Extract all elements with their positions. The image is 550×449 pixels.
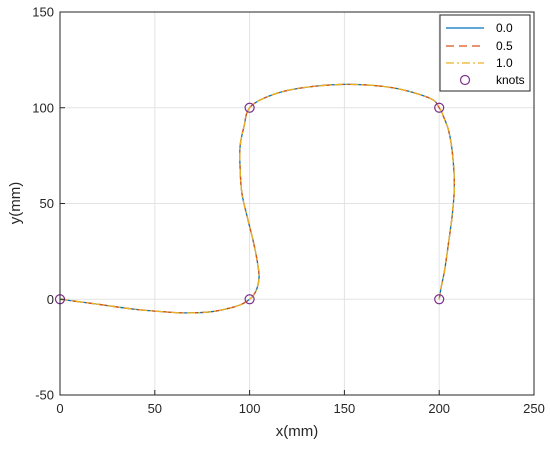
y-tick-label: 150 bbox=[32, 5, 54, 20]
x-tick-label: 150 bbox=[334, 401, 356, 416]
x-tick-label: 250 bbox=[523, 401, 545, 416]
series-line-3 bbox=[59, 83, 456, 314]
y-tick-label: -50 bbox=[35, 388, 54, 403]
legend-label-series-1: 0.0 bbox=[496, 21, 513, 35]
x-axis-label: x(mm) bbox=[276, 423, 318, 440]
series-lines bbox=[59, 83, 456, 314]
x-tick-label: 0 bbox=[56, 401, 63, 416]
legend-label-series-2: 0.5 bbox=[496, 39, 513, 53]
knot-marker bbox=[434, 294, 445, 305]
legend-swatch-knots bbox=[459, 74, 471, 86]
x-tick-label: 100 bbox=[239, 401, 261, 416]
knot-marker bbox=[434, 102, 445, 113]
y-tick-label: 100 bbox=[32, 100, 54, 115]
legend: 0.0 0.5 1.0 knots bbox=[439, 14, 531, 92]
x-axis-ticks: 0 50 100 150 200 250 bbox=[56, 390, 545, 416]
y-axis-ticks: -50 0 50 100 150 bbox=[32, 5, 65, 403]
knot-marker bbox=[244, 102, 255, 113]
knot-marker bbox=[244, 294, 255, 305]
legend-label-series-3: 1.0 bbox=[496, 56, 513, 70]
x-tick-label: 200 bbox=[428, 401, 450, 416]
x-tick-label: 50 bbox=[148, 401, 162, 416]
y-tick-label: 50 bbox=[40, 196, 54, 211]
legend-label-knots: knots bbox=[496, 73, 525, 87]
y-tick-label: 0 bbox=[47, 292, 54, 307]
y-axis-label: y(mm) bbox=[7, 182, 24, 224]
